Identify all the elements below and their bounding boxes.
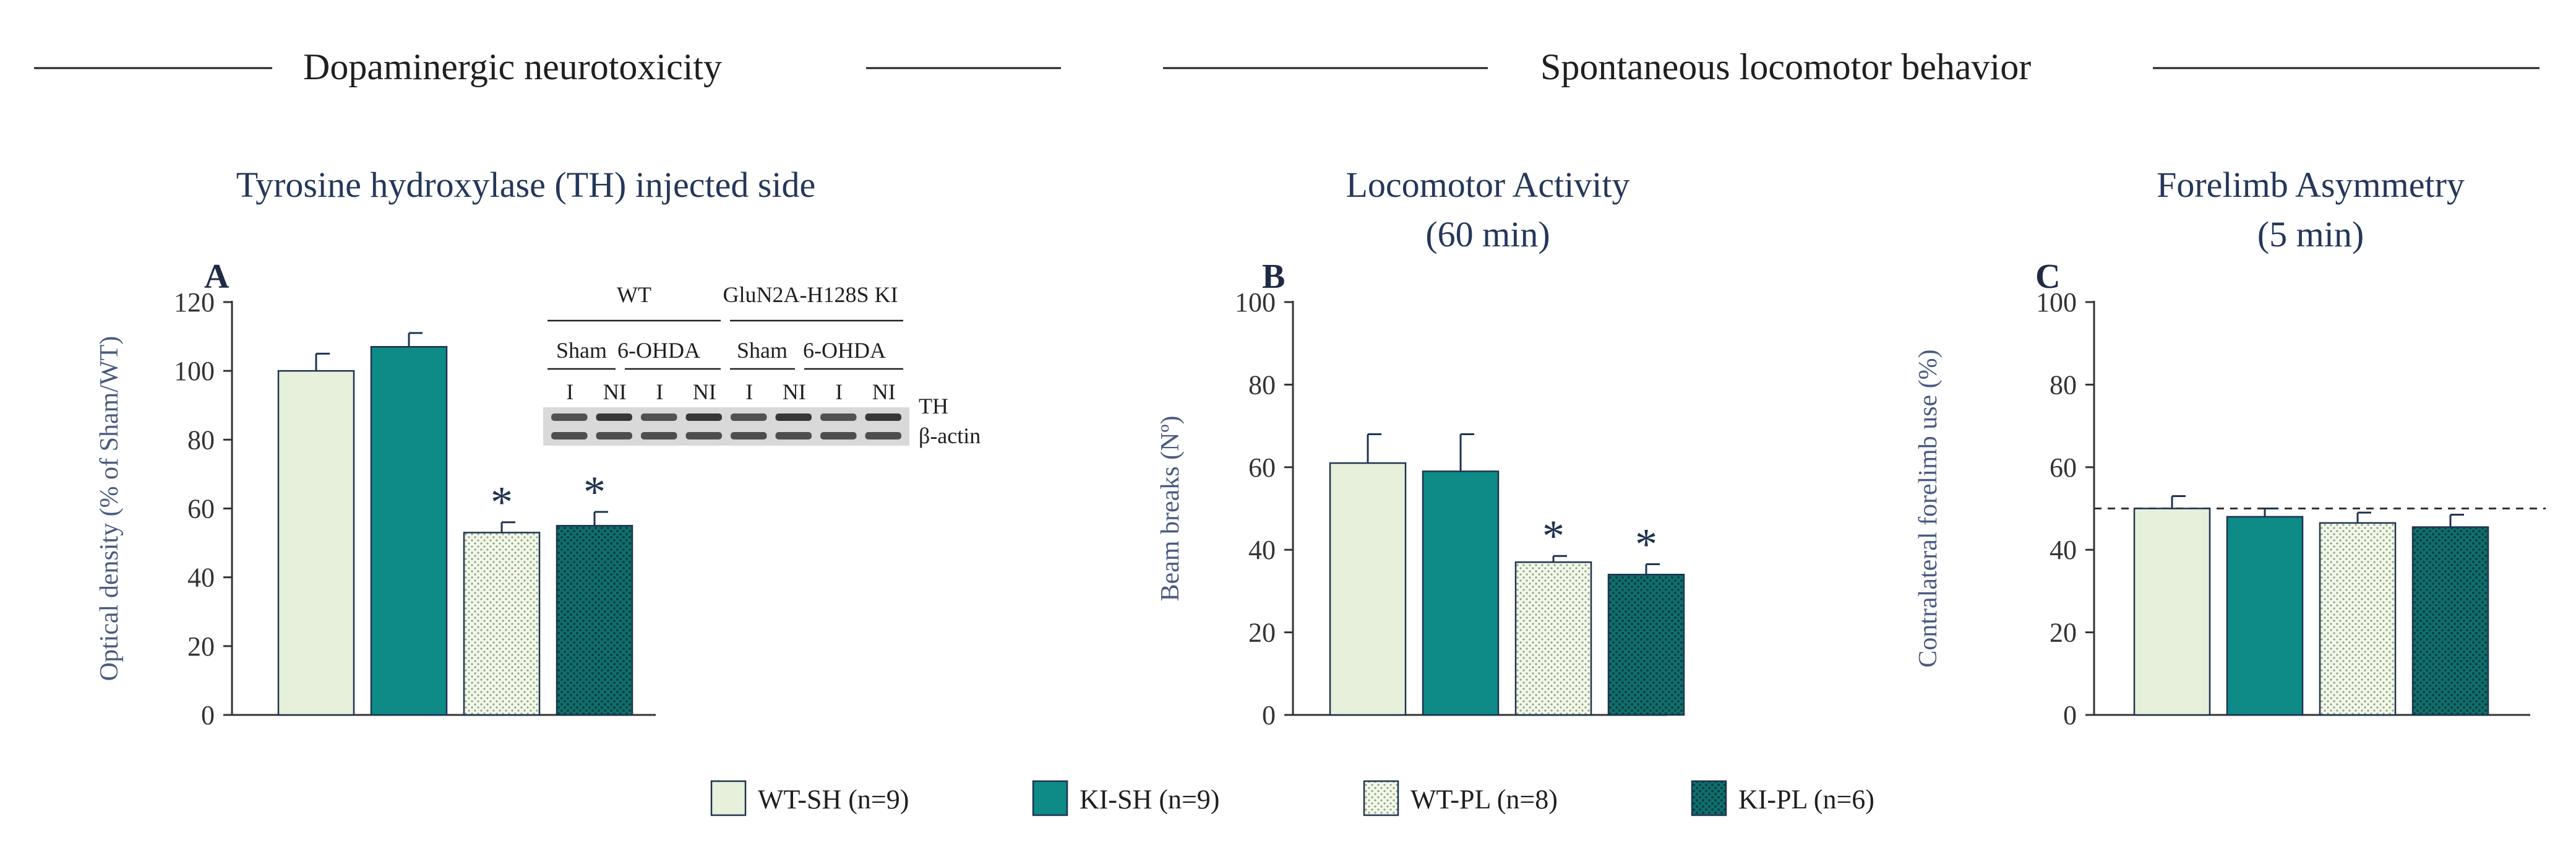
y-tick-label: 40	[187, 563, 215, 593]
panel-title: (60 min)	[1425, 214, 1550, 254]
actin-band	[685, 432, 722, 439]
actin-band	[865, 432, 901, 439]
panel-b-chart: Locomotor Activity (60 min) B 0 20 40 60 80 100 B…	[1156, 165, 1685, 730]
bar-ki-pl	[2411, 526, 2489, 716]
blot-lane-label: NI	[783, 379, 806, 404]
y-axis-label: Optical density (% of Sham/WT)	[95, 336, 124, 681]
blot-group-label: GluN2A-H128S KI	[723, 282, 898, 307]
bar-wt-sh	[2133, 508, 2211, 716]
blot-lane-label: I	[745, 379, 753, 404]
th-band	[596, 413, 632, 421]
blot-band-label: β-actin	[919, 423, 981, 448]
y-tick-label: 20	[1248, 618, 1276, 648]
y-tick-label: 60	[187, 494, 215, 524]
y-tick-label: 80	[187, 425, 215, 455]
y-axis-label: Contralateral forelimb use (%)	[1914, 349, 1943, 667]
blot-lane-label: NI	[603, 379, 627, 404]
blot-lane-label: NI	[693, 379, 716, 404]
actin-band	[596, 432, 632, 439]
y-tick-label: 60	[2050, 452, 2077, 483]
y-tick-label: 40	[2050, 535, 2077, 565]
bar-wt-pl	[2319, 522, 2397, 716]
y-tick-label: 40	[1248, 535, 1276, 565]
y-tick-label: 80	[1248, 370, 1276, 400]
actin-band	[731, 432, 767, 439]
blot-lane-label: I	[835, 379, 843, 404]
blot-membrane	[543, 407, 909, 446]
blot-band-label: TH	[919, 394, 948, 418]
blot-lane-label: NI	[872, 379, 896, 404]
legend-label: WT-SH (n=9)	[758, 784, 909, 815]
y-axis-label: Beam breaks (Nº)	[1156, 416, 1185, 602]
legend-swatch-ki-pl	[1691, 780, 1727, 816]
y-tick-label: 20	[187, 631, 215, 662]
panel-letter: A	[204, 257, 230, 296]
legend-swatch-wt-sh	[710, 780, 747, 816]
th-band	[685, 413, 722, 421]
legend-swatch-wt-pl	[1363, 780, 1399, 816]
panel-a-chart: Tyrosine hydroxylase (TH) injected side A…	[95, 165, 815, 730]
panel-c-chart: Forelimb Asymmetry (5 min) C 0 20 40 60 80 100 Co…	[1914, 165, 2546, 730]
section-header-right: Spontaneous locomotor behavior	[1163, 46, 2540, 87]
blot-group-label: WT	[617, 282, 651, 307]
y-tick-label: 0	[1262, 700, 1276, 730]
significance-star: *	[1542, 511, 1565, 561]
bar-ki-sh	[1422, 470, 1500, 716]
significance-star: *	[583, 467, 606, 517]
legend: WT-SH (n=9) KI-SH (n=9) WT-PL (n=8) KI-PL (…	[710, 780, 1874, 816]
y-tick-label: 120	[174, 287, 215, 318]
bar-wt-pl	[1514, 561, 1592, 716]
blot-condition-label: Sham	[737, 338, 788, 363]
legend-label: KI-PL (n=6)	[1738, 784, 1874, 815]
blot-condition-label: Sham	[556, 338, 607, 363]
blot-lane-label: I	[656, 379, 663, 404]
section-header-left: Dopaminergic neurotoxicity	[34, 46, 1061, 87]
th-band	[775, 413, 812, 421]
blot-lane-label: I	[566, 379, 573, 404]
y-tick-label: 100	[1235, 287, 1276, 318]
actin-band	[551, 432, 588, 439]
panel-letter: B	[1262, 257, 1285, 296]
western-blot-inset: WT GluN2A-H128S KI Sham 6-OHDA Sham 6-OHDA I NI…	[543, 282, 981, 448]
y-tick-label: 100	[2036, 287, 2077, 318]
y-tick-label: 80	[2050, 370, 2077, 400]
legend-swatch-ki-sh	[1032, 780, 1068, 816]
section-title-locomotor: Spontaneous locomotor behavior	[1540, 46, 2031, 87]
panel-title: Forelimb Asymmetry	[2157, 165, 2465, 205]
bar-wt-sh	[1329, 462, 1407, 716]
panel-title: (5 min)	[2257, 214, 2364, 254]
actin-band	[820, 432, 857, 439]
y-tick-label: 0	[2063, 700, 2077, 730]
significance-star: *	[1635, 520, 1657, 569]
bar-ki-sh	[2226, 516, 2304, 716]
legend-label: WT-PL (n=8)	[1410, 784, 1558, 815]
panel-title: Locomotor Activity	[1346, 165, 1629, 205]
th-band	[551, 413, 588, 421]
y-tick-label: 0	[201, 700, 215, 730]
blot-condition-label: 6-OHDA	[617, 338, 700, 363]
significance-star: *	[491, 478, 513, 527]
actin-band	[775, 432, 812, 439]
blot-condition-label: 6-OHDA	[803, 338, 886, 363]
th-band	[820, 413, 857, 421]
th-band	[731, 413, 767, 421]
bar-ki-pl	[556, 525, 633, 716]
y-tick-label: 100	[174, 356, 215, 386]
bar-wt-pl	[463, 532, 541, 716]
panel-title: Tyrosine hydroxylase (TH) injected side	[236, 165, 816, 205]
legend-label: KI-SH (n=9)	[1080, 784, 1219, 815]
bar-wt-sh	[277, 370, 355, 716]
bar-ki-pl	[1607, 573, 1685, 716]
th-band	[865, 413, 901, 421]
bar-ki-sh	[370, 346, 448, 716]
y-tick-label: 60	[1248, 452, 1276, 483]
th-band	[641, 413, 677, 421]
actin-band	[641, 432, 677, 439]
panel-letter: C	[2035, 257, 2060, 296]
y-tick-label: 20	[2050, 618, 2077, 648]
section-title-dopaminergic: Dopaminergic neurotoxicity	[303, 46, 722, 87]
